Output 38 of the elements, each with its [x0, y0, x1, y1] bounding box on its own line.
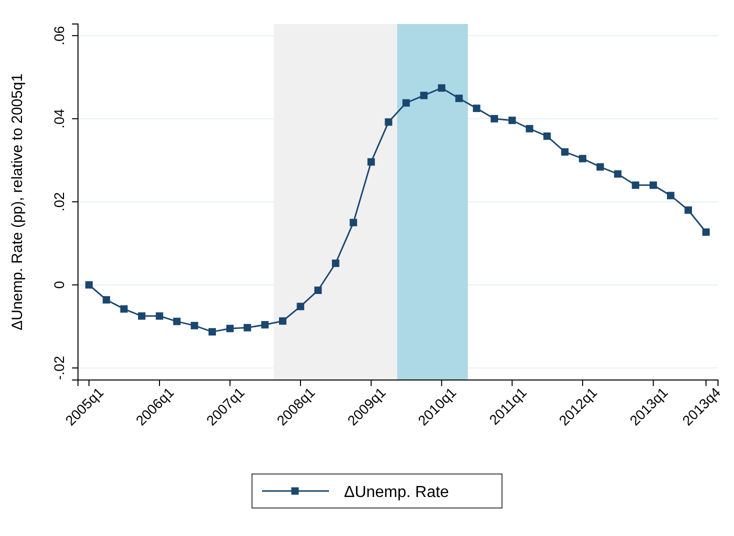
point — [632, 181, 640, 189]
point — [85, 281, 93, 289]
point — [261, 321, 269, 328]
y-tick-label: .06 — [51, 26, 67, 46]
point — [578, 154, 586, 162]
point — [208, 328, 216, 336]
point — [614, 170, 622, 178]
point — [102, 296, 110, 304]
point — [173, 318, 181, 326]
point — [490, 115, 498, 122]
point — [244, 324, 252, 332]
point — [402, 99, 410, 107]
point — [367, 158, 375, 166]
point — [279, 317, 286, 325]
legend-label: ΔUnemp. Rate — [344, 484, 450, 501]
y-tick-label: 0 — [51, 280, 67, 289]
point — [684, 206, 692, 214]
point — [650, 181, 658, 189]
point — [455, 94, 463, 102]
point — [314, 286, 322, 294]
point — [138, 312, 146, 320]
point — [350, 218, 358, 226]
point — [190, 322, 198, 330]
point — [472, 104, 480, 112]
point — [526, 124, 534, 132]
point — [332, 260, 340, 267]
point — [543, 132, 551, 140]
point — [438, 84, 446, 92]
point — [702, 228, 710, 236]
point — [561, 148, 569, 156]
y-axis-title: ΔUnemp. Rate (pp), relative to 2005q1 — [9, 74, 26, 330]
point — [666, 192, 674, 200]
point — [596, 163, 604, 171]
y-tick-label: -.02 — [51, 356, 67, 380]
y-tick-label: .02 — [51, 192, 67, 212]
point — [420, 92, 428, 100]
y-tick-label: .04 — [51, 108, 67, 128]
point — [508, 116, 516, 124]
